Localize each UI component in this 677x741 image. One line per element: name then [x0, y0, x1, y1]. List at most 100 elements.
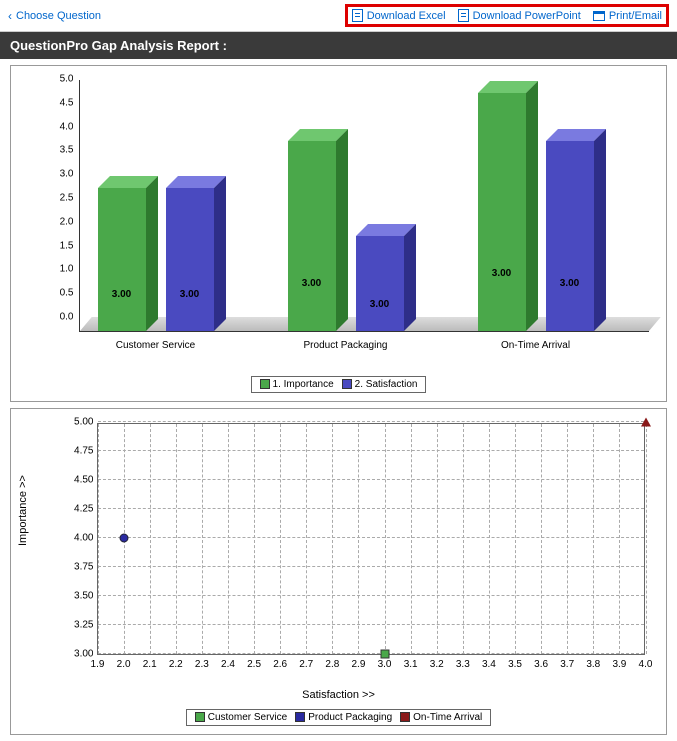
download-powerpoint-link[interactable]: Download PowerPoint — [458, 9, 581, 22]
scatter-gridline-h — [98, 508, 644, 509]
scatter-gridline-v — [463, 424, 464, 654]
scatter-xtick: 1.9 — [91, 659, 105, 670]
report-title: QuestionPro Gap Analysis Report : — [0, 32, 677, 59]
scatter-ytick: 3.00 — [68, 649, 94, 660]
scatter-gridline-v — [332, 424, 333, 654]
chevron-left-icon: ‹ — [8, 9, 12, 23]
scatter-gridline-v — [150, 424, 151, 654]
bar-ytick: 4.0 — [40, 121, 74, 132]
scatter-point — [380, 650, 389, 659]
scatter-gridline-v — [567, 424, 568, 654]
legend-item: Customer Service — [195, 712, 287, 723]
bar-category-label: Product Packaging — [278, 340, 414, 351]
scatter-ytick: 3.25 — [68, 620, 94, 631]
scatter-xtick: 3.3 — [456, 659, 470, 670]
bar-chart: 0.00.51.01.52.02.53.03.54.04.55.03.003.0… — [19, 72, 659, 372]
scatter-point — [119, 534, 128, 543]
scatter-point — [641, 418, 651, 427]
scatter-gridline-h — [98, 450, 644, 451]
scatter-gridline-h — [98, 479, 644, 480]
scatter-gridline-h — [98, 595, 644, 596]
scatter-xtick: 3.1 — [404, 659, 418, 670]
scatter-gridline-v — [411, 424, 412, 654]
scatter-xtick: 4.0 — [639, 659, 653, 670]
legend-item: Product Packaging — [295, 712, 392, 723]
bar-value-label: 3.00 — [98, 289, 146, 300]
scatter-gridline-v — [541, 424, 542, 654]
scatter-gridline-h — [98, 566, 644, 567]
scatter-xtick: 2.0 — [117, 659, 131, 670]
bar: 3.00 — [546, 141, 594, 331]
scatter-ytick: 5.00 — [68, 417, 94, 428]
scatter-xtick: 2.5 — [247, 659, 261, 670]
scatter-gridline-h — [98, 653, 644, 654]
scatter-ytick: 4.75 — [68, 446, 94, 457]
bar: 3.00 — [166, 188, 214, 331]
choose-question-link[interactable]: Choose Question — [16, 10, 101, 22]
scatter-xtick: 3.7 — [560, 659, 574, 670]
print-email-link[interactable]: Print/Email — [593, 9, 662, 22]
scatter-xtick: 2.8 — [325, 659, 339, 670]
scatter-gridline-v — [202, 424, 203, 654]
scatter-xtick: 3.9 — [612, 659, 626, 670]
bar-value-label: 3.00 — [478, 268, 526, 279]
scatter-xtick: 2.2 — [169, 659, 183, 670]
scatter-gridline-v — [385, 424, 386, 654]
scatter-chart-panel: Importance >> 1.92.02.12.22.32.42.52.62.… — [10, 408, 667, 735]
bar: 3.00 — [478, 93, 526, 331]
scatter-gridline-h — [98, 421, 644, 422]
scatter-gridline-v — [254, 424, 255, 654]
scatter-gridline-v — [515, 424, 516, 654]
download-excel-label: Download Excel — [367, 10, 446, 22]
scatter-ytick: 3.50 — [68, 591, 94, 602]
bar-ytick: 1.5 — [40, 240, 74, 251]
bar-ytick: 2.0 — [40, 216, 74, 227]
bar-value-label: 3.00 — [288, 278, 336, 289]
bar: 3.00 — [288, 141, 336, 331]
powerpoint-icon — [458, 9, 469, 22]
scatter-gridline-v — [228, 424, 229, 654]
bar-chart-panel: 0.00.51.01.52.02.53.03.54.04.55.03.003.0… — [10, 65, 667, 402]
scatter-gridline-v — [98, 424, 99, 654]
bar-chart-legend: 1. Importance 2. Satisfaction — [251, 376, 427, 393]
scatter-xtick: 2.6 — [273, 659, 287, 670]
scatter-gridline-v — [280, 424, 281, 654]
scatter-gridline-h — [98, 537, 644, 538]
scatter-xtick: 3.6 — [534, 659, 548, 670]
bar-value-label: 3.00 — [356, 299, 404, 310]
scatter-xtick: 3.4 — [482, 659, 496, 670]
scatter-gridline-v — [619, 424, 620, 654]
bar-value-label: 3.00 — [166, 289, 214, 300]
print-icon — [593, 11, 605, 21]
scatter-gridline-h — [98, 624, 644, 625]
scatter-gridline-v — [306, 424, 307, 654]
scatter-ytick: 4.00 — [68, 533, 94, 544]
scatter-gridline-v — [489, 424, 490, 654]
scatter-gridline-v — [593, 424, 594, 654]
scatter-gridline-v — [176, 424, 177, 654]
bar-ytick: 2.5 — [40, 193, 74, 204]
bar-category-label: On-Time Arrival — [468, 340, 604, 351]
bar-chart-plot: 0.00.51.01.52.02.53.03.54.04.55.03.003.0… — [79, 80, 649, 332]
legend-item: 2. Satisfaction — [342, 379, 418, 390]
bar-ytick: 3.0 — [40, 169, 74, 180]
scatter-chart-plot: 1.92.02.12.22.32.42.52.62.72.82.93.03.13… — [97, 423, 645, 655]
scatter-gridline-v — [437, 424, 438, 654]
download-powerpoint-label: Download PowerPoint — [473, 10, 581, 22]
scatter-ylabel: Importance >> — [17, 475, 29, 546]
scatter-xtick: 3.8 — [586, 659, 600, 670]
bar-ytick: 1.0 — [40, 264, 74, 275]
scatter-xtick: 2.1 — [143, 659, 157, 670]
bar-ytick: 0.5 — [40, 288, 74, 299]
legend-item: 1. Importance — [260, 379, 334, 390]
excel-icon — [352, 9, 363, 22]
export-toolbar: Download Excel Download PowerPoint Print… — [345, 4, 669, 27]
scatter-ytick: 3.75 — [68, 562, 94, 573]
scatter-xtick: 3.2 — [430, 659, 444, 670]
scatter-chart-legend: Customer ServiceProduct PackagingOn-Time… — [186, 709, 492, 726]
scatter-gridline-v — [646, 424, 647, 654]
print-email-label: Print/Email — [609, 10, 662, 22]
scatter-xtick: 3.5 — [508, 659, 522, 670]
bar-value-label: 3.00 — [546, 278, 594, 289]
download-excel-link[interactable]: Download Excel — [352, 9, 446, 22]
